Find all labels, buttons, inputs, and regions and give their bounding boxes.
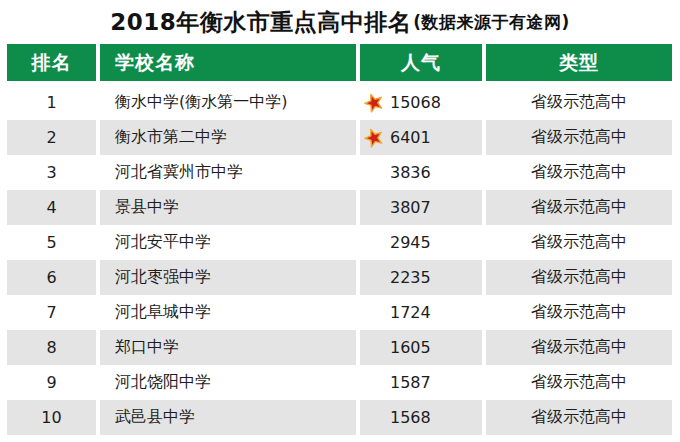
table-row: 7 河北阜城中学 1724 省级示范高中 — [7, 295, 673, 330]
popularity-cell: 3836 — [360, 155, 482, 190]
popularity-cell: 3807 — [360, 190, 482, 225]
popularity-value: 2235 — [390, 268, 431, 287]
popularity-cell: 6401 — [360, 120, 482, 155]
type-cell: 省级示范高中 — [486, 190, 672, 225]
rank-cell: 1 — [7, 85, 96, 120]
school-cell: 河北饶阳中学 — [100, 365, 356, 400]
type-cell: 省级示范高中 — [486, 400, 672, 435]
column-header-type: 类型 — [486, 44, 672, 81]
type-cell: 省级示范高中 — [486, 225, 672, 260]
rank-cell: 10 — [7, 400, 96, 435]
popularity-value: 1587 — [390, 373, 431, 392]
type-cell: 省级示范高中 — [486, 85, 672, 120]
table-row: 6 河北枣强中学 2235 省级示范高中 — [7, 260, 673, 295]
popularity-value: 3807 — [390, 198, 431, 217]
popularity-cell: 1568 — [360, 400, 482, 435]
popularity-value: 1605 — [390, 338, 431, 357]
column-header-school: 学校名称 — [100, 44, 356, 81]
school-cell: 武邑县中学 — [100, 400, 356, 435]
popularity-cell: 2945 — [360, 225, 482, 260]
popularity-cell: 2235 — [360, 260, 482, 295]
type-cell: 省级示范高中 — [486, 365, 672, 400]
table-header-row: 排名 学校名称 人气 类型 — [7, 44, 673, 81]
table-row: 9 河北饶阳中学 1587 省级示范高中 — [7, 365, 673, 400]
red-star-icon — [362, 91, 386, 115]
rank-cell: 9 — [7, 365, 96, 400]
popularity-value: 1724 — [390, 303, 431, 322]
school-cell: 衡水市第二中学 — [100, 120, 356, 155]
title-text: 2018年衡水市重点高中排名 — [110, 7, 411, 38]
table-row: 8 郑口中学 1605 省级示范高中 — [7, 330, 673, 365]
rank-cell: 3 — [7, 155, 96, 190]
rank-cell: 4 — [7, 190, 96, 225]
type-cell: 省级示范高中 — [486, 155, 672, 190]
table-row: 4 景县中学 3807 省级示范高中 — [7, 190, 673, 225]
table-row: 2 衡水市第二中学 6401 省级示范高中 — [7, 120, 673, 155]
school-cell: 郑口中学 — [100, 330, 356, 365]
school-cell: 河北安平中学 — [100, 225, 356, 260]
popularity-cell: 15068 — [360, 85, 482, 120]
rank-cell: 5 — [7, 225, 96, 260]
title-source-note: (数据来源于有途网) — [413, 11, 570, 34]
school-cell: 景县中学 — [100, 190, 356, 225]
popularity-cell: 1724 — [360, 295, 482, 330]
table-row: 10 武邑县中学 1568 省级示范高中 — [7, 400, 673, 435]
type-cell: 省级示范高中 — [486, 120, 672, 155]
rank-cell: 2 — [7, 120, 96, 155]
column-header-rank: 排名 — [7, 44, 96, 81]
type-cell: 省级示范高中 — [486, 295, 672, 330]
school-cell: 衡水中学(衡水第一中学) — [100, 85, 356, 120]
popularity-value: 3836 — [390, 163, 431, 182]
rank-cell: 7 — [7, 295, 96, 330]
popularity-cell: 1587 — [360, 365, 482, 400]
table-row: 5 河北安平中学 2945 省级示范高中 — [7, 225, 673, 260]
school-cell: 河北阜城中学 — [100, 295, 356, 330]
table-row: 1 衡水中学(衡水第一中学) 15068 省级示范高中 — [7, 85, 673, 120]
column-header-popularity: 人气 — [360, 44, 482, 81]
school-cell: 河北省冀州市中学 — [100, 155, 356, 190]
popularity-value: 2945 — [390, 233, 431, 252]
type-cell: 省级示范高中 — [486, 260, 672, 295]
popularity-value: 1568 — [390, 408, 431, 427]
page-title: 2018年衡水市重点高中排名(数据来源于有途网) — [0, 0, 680, 44]
popularity-cell: 1605 — [360, 330, 482, 365]
rank-cell: 6 — [7, 260, 96, 295]
red-star-icon — [362, 126, 386, 150]
popularity-value: 15068 — [390, 93, 441, 112]
school-cell: 河北枣强中学 — [100, 260, 356, 295]
ranking-infographic: 2018年衡水市重点高中排名(数据来源于有途网) 排名 学校名称 人气 类型 1… — [0, 0, 680, 442]
rank-cell: 8 — [7, 330, 96, 365]
popularity-value: 6401 — [390, 128, 431, 147]
ranking-table: 排名 学校名称 人气 类型 1 衡水中学(衡水第一中学) 15068 省级示范高… — [0, 44, 680, 435]
type-cell: 省级示范高中 — [486, 330, 672, 365]
table-row: 3 河北省冀州市中学 3836 省级示范高中 — [7, 155, 673, 190]
